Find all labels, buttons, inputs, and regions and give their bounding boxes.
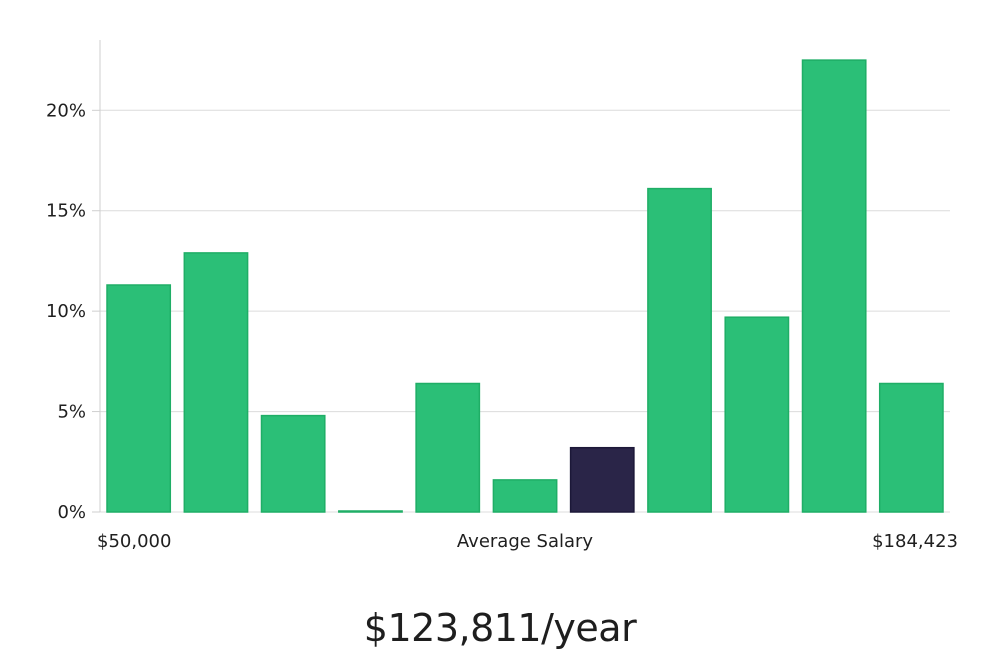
bar-highlight — [569, 446, 635, 513]
bar — [415, 382, 481, 513]
average-salary-value: $123,811/year — [363, 606, 637, 650]
bar — [878, 382, 944, 513]
x-min-label: $50,000 — [97, 531, 171, 552]
y-tick-label: 0% — [57, 502, 86, 523]
y-tick-label: 10% — [46, 301, 86, 322]
bars — [106, 59, 944, 513]
bar — [647, 187, 712, 513]
bar — [106, 284, 172, 513]
bar — [492, 479, 558, 513]
bar — [338, 510, 403, 513]
bar — [724, 316, 790, 513]
y-tick-labels: 0% 5% 10% 15% 20% — [46, 100, 100, 523]
bar — [801, 59, 867, 513]
bar — [183, 252, 249, 513]
salary-histogram: 0% 5% 10% 15% 20% $50,000 Average Salary $18… — [46, 40, 958, 552]
x-max-label: $184,423 — [872, 531, 958, 552]
y-tick-label: 5% — [57, 402, 86, 423]
bar — [260, 414, 326, 513]
y-tick-label: 20% — [46, 100, 86, 121]
x-axis-title: Average Salary — [457, 531, 594, 552]
y-tick-label: 15% — [46, 201, 86, 222]
